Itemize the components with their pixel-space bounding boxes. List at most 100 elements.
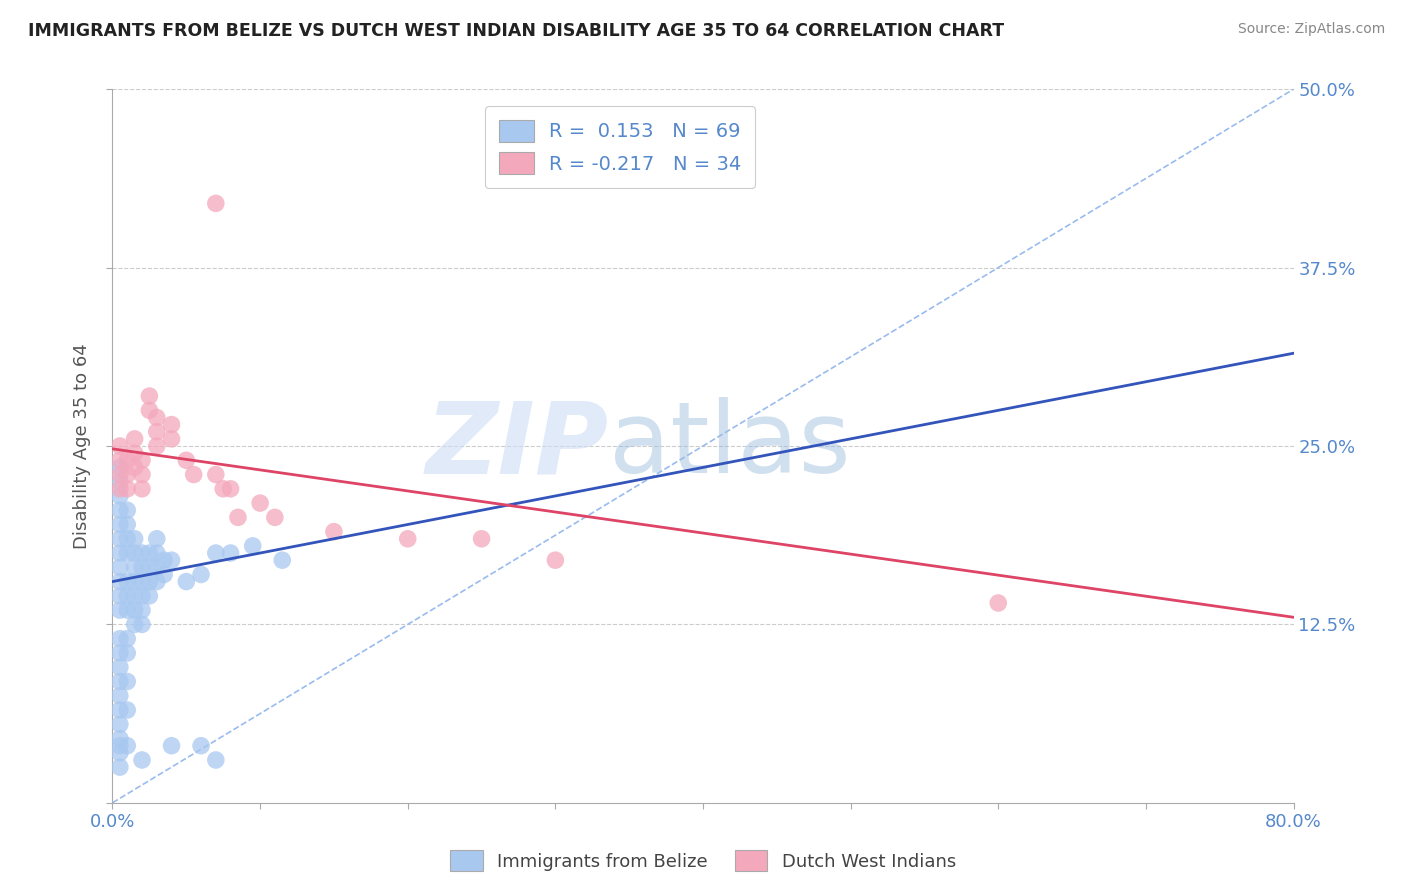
Y-axis label: Disability Age 35 to 64: Disability Age 35 to 64 [73,343,91,549]
Point [117,453,138,467]
Point [108,739,131,753]
Point [190,739,212,753]
Point [174,453,197,467]
Point [108,703,131,717]
Text: Source: ZipAtlas.com: Source: ZipAtlas.com [1237,22,1385,37]
Point [131,589,153,603]
Text: ZIP: ZIP [426,398,609,494]
Point [544,553,567,567]
Point [124,574,146,589]
Point [146,532,169,546]
Text: atlas: atlas [609,398,851,494]
Point [153,567,176,582]
Point [146,574,169,589]
Point [131,617,153,632]
Point [108,467,131,482]
Point [108,717,131,731]
Point [108,460,131,475]
Point [264,510,287,524]
Point [219,546,242,560]
Point [108,603,131,617]
Point [323,524,346,539]
Point [108,475,131,489]
Point [131,603,153,617]
Point [219,482,242,496]
Point [242,539,264,553]
Point [117,574,138,589]
Point [138,574,160,589]
Point [131,574,153,589]
Point [183,467,205,482]
Point [108,660,131,674]
Point [117,467,138,482]
Point [153,553,176,567]
Point [124,617,146,632]
Point [131,753,153,767]
Point [138,560,160,574]
Point [174,574,197,589]
Point [146,560,169,574]
Point [987,596,1010,610]
Point [117,482,138,496]
Point [108,489,131,503]
Point [146,425,169,439]
Point [108,589,131,603]
Point [249,496,271,510]
Point [131,482,153,496]
Point [138,589,160,603]
Point [108,560,131,574]
Point [108,646,131,660]
Point [108,632,131,646]
Point [271,553,294,567]
Point [146,546,169,560]
Point [108,746,131,760]
Point [146,439,169,453]
Point [205,196,228,211]
Point [138,403,160,417]
Point [117,739,138,753]
Point [160,432,183,446]
Point [124,446,146,460]
Point [117,674,138,689]
Point [138,546,160,560]
Point [117,703,138,717]
Point [160,417,183,432]
Point [117,532,138,546]
Point [108,503,131,517]
Point [396,532,419,546]
Point [117,646,138,660]
Point [124,603,146,617]
Point [108,439,131,453]
Point [146,410,169,425]
Point [117,546,138,560]
Point [108,546,131,560]
Point [108,689,131,703]
Point [117,632,138,646]
Point [124,589,146,603]
Point [124,460,146,475]
Point [226,510,249,524]
Point [205,546,228,560]
Point [190,567,212,582]
Point [131,453,153,467]
Point [108,731,131,746]
Point [117,517,138,532]
Point [117,603,138,617]
Legend: R =  0.153   N = 69, R = -0.217   N = 34: R = 0.153 N = 69, R = -0.217 N = 34 [485,106,755,188]
Point [108,760,131,774]
Point [131,546,153,560]
Point [124,432,146,446]
Point [470,532,494,546]
Point [160,553,183,567]
Point [108,532,131,546]
Point [205,467,228,482]
Point [160,739,183,753]
Point [108,453,131,467]
Point [117,589,138,603]
Point [131,467,153,482]
Point [138,389,160,403]
Point [108,517,131,532]
Point [131,560,153,574]
Point [117,503,138,517]
Point [108,482,131,496]
